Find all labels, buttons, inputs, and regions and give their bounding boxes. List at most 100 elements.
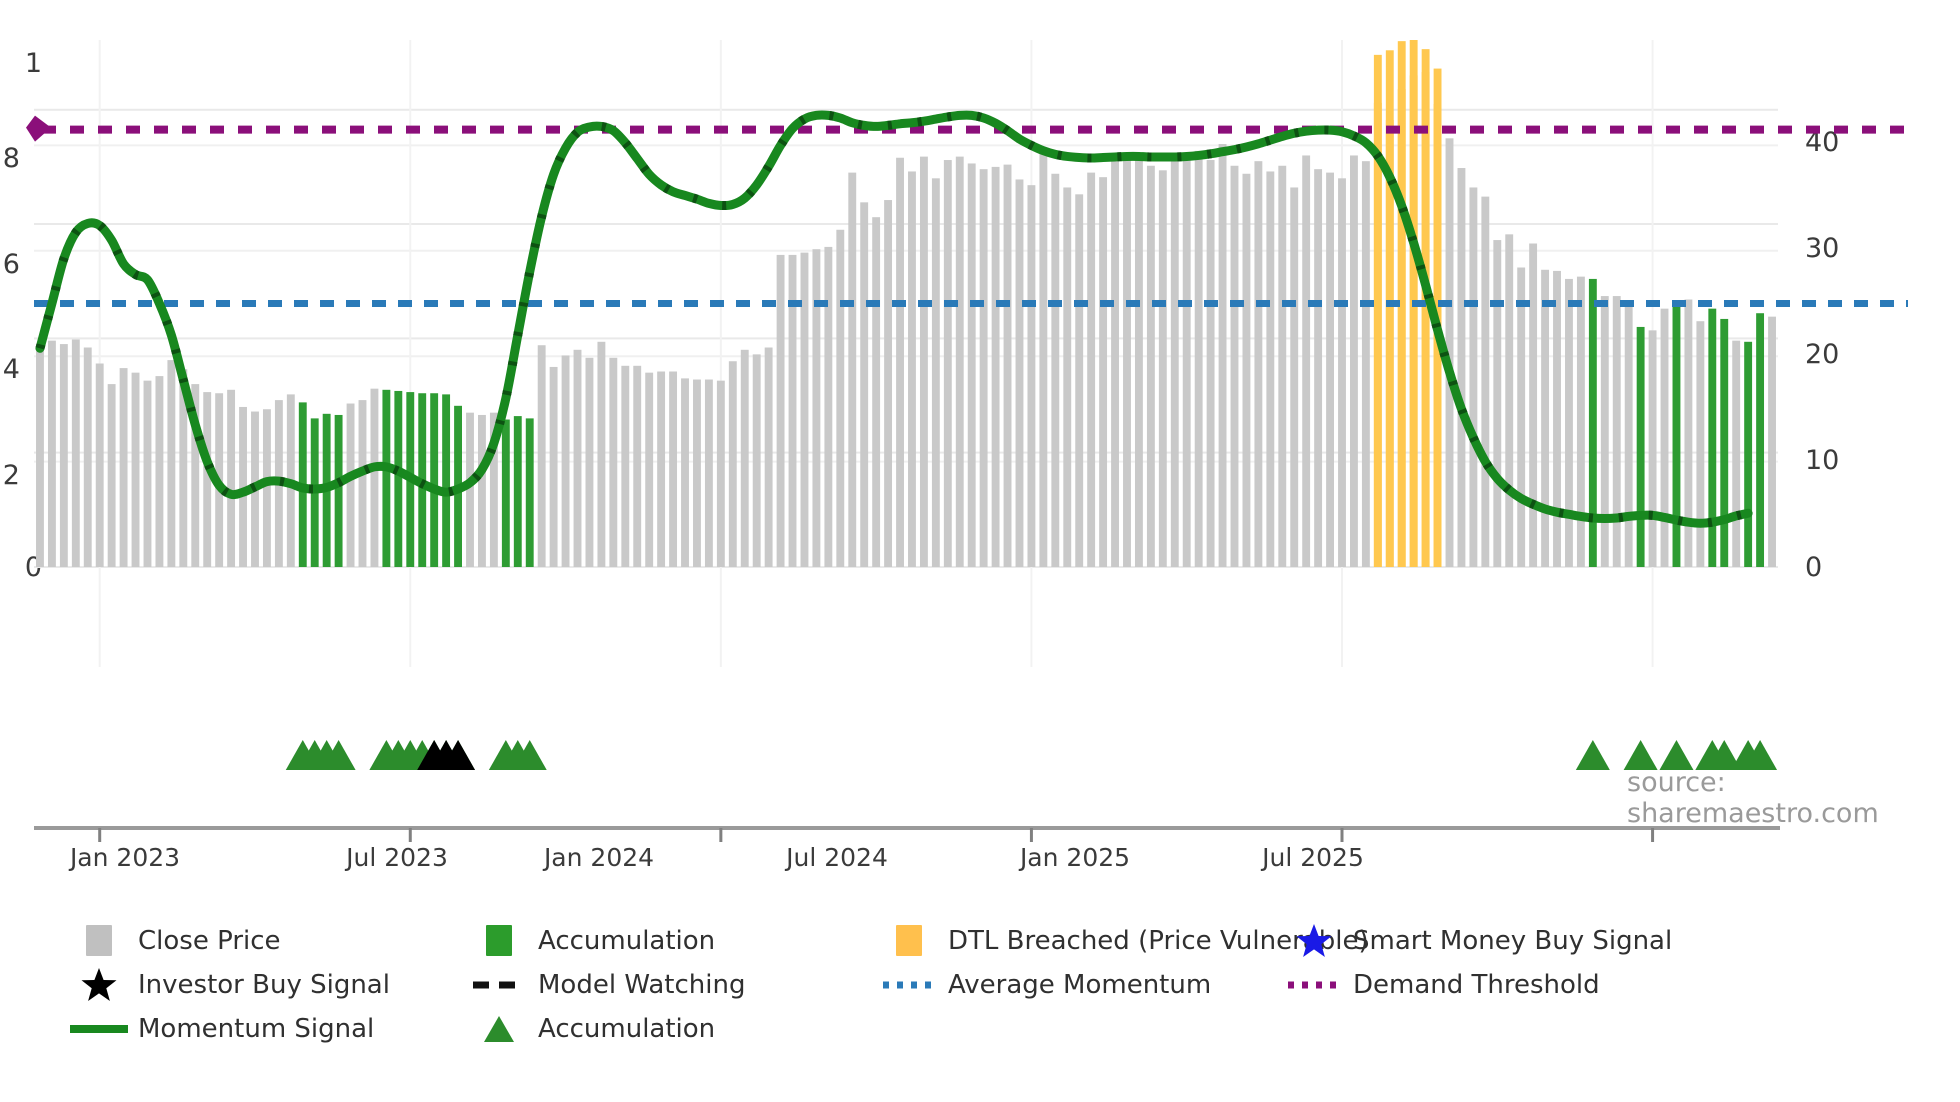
legend-item-model-watching-dash[interactable]: Model Watching (460, 969, 745, 1000)
bar-close-price[interactable] (478, 414, 486, 567)
bar-close-price[interactable] (1457, 168, 1466, 567)
bar-close-price[interactable] (1553, 270, 1561, 567)
bar-close-price[interactable] (1063, 187, 1072, 567)
bar-close-price[interactable] (1469, 187, 1478, 567)
legend-item-accumulation-swatch[interactable]: Accumulation (460, 925, 715, 956)
bar-close-price[interactable] (1600, 296, 1609, 567)
bar-close-price[interactable] (561, 355, 570, 567)
bar-close-price[interactable] (1302, 155, 1311, 567)
bar-close-price[interactable] (1254, 161, 1263, 567)
bar-close-price[interactable] (1612, 296, 1621, 567)
bar-close-price[interactable] (872, 217, 881, 567)
bar-close-price[interactable] (549, 366, 558, 567)
bar-close-price[interactable] (47, 340, 56, 567)
bar-close-price[interactable] (1039, 148, 1048, 567)
bar-close-price[interactable] (537, 345, 546, 567)
bar-close-price[interactable] (1134, 155, 1143, 567)
bar-accumulation[interactable] (1672, 306, 1681, 567)
bar-close-price[interactable] (991, 166, 1000, 567)
bar-dtl-breached[interactable] (1373, 54, 1382, 568)
bar-close-price[interactable] (979, 169, 988, 568)
bar-close-price[interactable] (955, 156, 964, 568)
bar-close-price[interactable] (489, 412, 498, 567)
bar-close-price[interactable] (466, 412, 474, 567)
bar-close-price[interactable] (1576, 276, 1585, 567)
bar-dtl-breached[interactable] (1385, 50, 1394, 567)
bar-dtl-breached[interactable] (1397, 41, 1406, 567)
bar-close-price[interactable] (179, 369, 188, 567)
bar-close-price[interactable] (1278, 165, 1287, 568)
bar-close-price[interactable] (358, 400, 367, 567)
legend-item-average-momentum-dot[interactable]: Average Momentum (870, 969, 1211, 1000)
bar-close-price[interactable] (1565, 278, 1573, 567)
bar-accumulation[interactable] (1744, 341, 1753, 567)
bar-close-price[interactable] (1624, 301, 1633, 567)
bar-close-price[interactable] (59, 344, 68, 567)
bar-accumulation[interactable] (430, 393, 439, 567)
accumulation-triangle[interactable] (1743, 740, 1778, 770)
bar-close-price[interactable] (1266, 171, 1275, 567)
bar-accumulation[interactable] (1708, 308, 1717, 567)
bar-accumulation[interactable] (394, 390, 403, 567)
bar-close-price[interactable] (191, 384, 200, 567)
bar-close-price[interactable] (728, 361, 737, 567)
bar-close-price[interactable] (1194, 150, 1203, 567)
bar-accumulation[interactable] (513, 416, 522, 567)
bar-close-price[interactable] (1481, 196, 1490, 567)
bar-close-price[interactable] (1529, 243, 1538, 567)
bar-close-price[interactable] (896, 157, 904, 567)
bar-close-price[interactable] (239, 406, 247, 567)
bar-accumulation[interactable] (1756, 313, 1765, 567)
bar-close-price[interactable] (167, 360, 176, 567)
bar-close-price[interactable] (1242, 173, 1251, 567)
legend-item-dtl-breached-swatch[interactable]: DTL Breached (Price Vulnerable) (870, 925, 1369, 956)
legend-item-demand-threshold-dot[interactable]: Demand Threshold (1275, 969, 1600, 1000)
accumulation-triangle[interactable] (512, 740, 547, 770)
bar-close-price[interactable] (1123, 158, 1131, 567)
bar-close-price[interactable] (693, 379, 701, 567)
bar-accumulation[interactable] (501, 419, 510, 567)
bar-close-price[interactable] (1146, 165, 1155, 568)
bar-close-price[interactable] (645, 372, 654, 567)
accumulation-triangle[interactable] (1659, 740, 1694, 770)
bar-close-price[interactable] (740, 349, 749, 567)
bar-close-price[interactable] (1015, 179, 1024, 568)
bar-close-price[interactable] (752, 354, 761, 567)
bar-close-price[interactable] (1003, 164, 1012, 567)
bar-close-price[interactable] (1206, 160, 1215, 567)
bar-close-price[interactable] (1660, 308, 1669, 567)
legend-item-close-price-swatch[interactable]: Close Price (60, 925, 281, 956)
bar-close-price[interactable] (1505, 234, 1514, 568)
bar-close-price[interactable] (346, 403, 355, 567)
bar-close-price[interactable] (657, 371, 666, 567)
bar-close-price[interactable] (1314, 169, 1323, 568)
bar-close-price[interactable] (1338, 178, 1346, 567)
bar-close-price[interactable] (1075, 194, 1084, 567)
bar-close-price[interactable] (1158, 170, 1167, 567)
legend-item-momentum-signal-line[interactable]: Momentum Signal (60, 1013, 374, 1044)
bar-close-price[interactable] (1230, 165, 1239, 568)
bar-close-price[interactable] (776, 254, 785, 567)
bar-close-price[interactable] (95, 363, 104, 567)
bar-close-price[interactable] (1541, 269, 1550, 567)
bar-close-price[interactable] (800, 252, 809, 567)
bar-close-price[interactable] (943, 160, 952, 567)
bar-close-price[interactable] (1182, 153, 1191, 568)
bar-close-price[interactable] (716, 380, 725, 567)
bar-close-price[interactable] (227, 389, 236, 567)
bar-close-price[interactable] (824, 246, 833, 567)
bar-accumulation[interactable] (334, 414, 343, 567)
bar-close-price[interactable] (71, 339, 80, 567)
legend-item-accumulation-tri[interactable]: Accumulation (460, 1013, 715, 1044)
legend-item-investor-buy-star[interactable]: Investor Buy Signal (60, 967, 390, 1001)
bar-close-price[interactable] (788, 254, 797, 567)
bar-close-price[interactable] (1027, 185, 1036, 568)
bar-close-price[interactable] (621, 365, 630, 567)
bar-close-price[interactable] (203, 392, 212, 567)
bar-close-price[interactable] (1170, 158, 1179, 567)
bar-accumulation[interactable] (442, 394, 451, 567)
bar-close-price[interactable] (1218, 144, 1227, 567)
bar-close-price[interactable] (848, 172, 857, 568)
bar-close-price[interactable] (1684, 299, 1693, 567)
bar-close-price[interactable] (131, 372, 140, 567)
